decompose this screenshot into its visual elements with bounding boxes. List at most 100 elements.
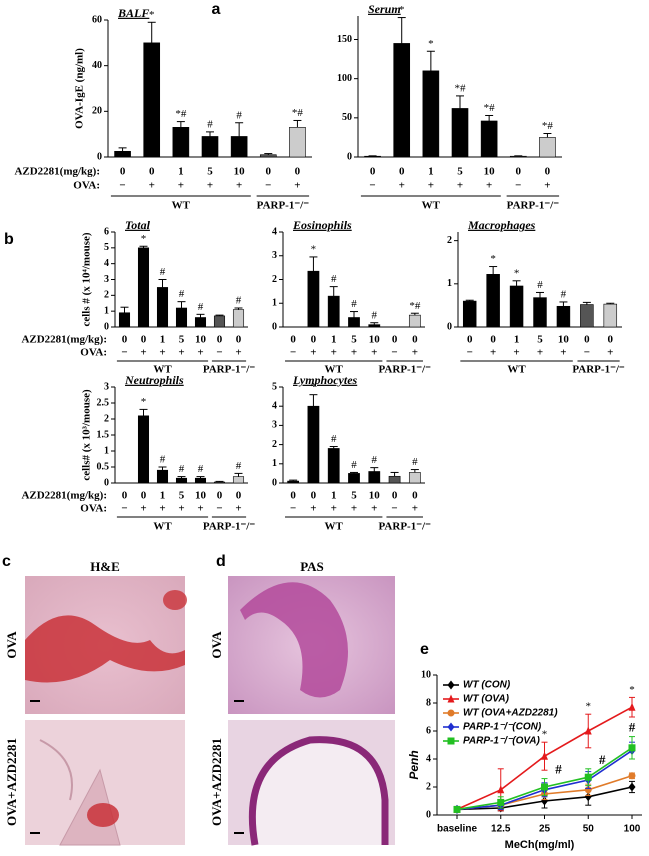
dose-label: 5 [351,490,357,502]
x-tick-label: 12.5 [491,824,511,835]
ova-label: + [412,347,418,359]
significance-label: # [351,298,357,310]
chart-title: Macrophages [467,218,536,232]
ova-label: − [391,347,397,359]
ova-label: − [391,503,397,515]
significance-label: * [141,396,147,408]
ova-label: + [428,180,434,192]
significance-label: # [331,433,337,445]
bar [156,469,169,484]
ova-label: − [515,180,521,192]
bar [287,480,300,484]
significance-label: * [311,243,317,255]
bar [408,472,421,484]
y-tick-label: 1 [104,445,109,456]
y-tick-label: 2 [104,290,109,301]
dose-label: 0 [584,334,590,346]
ova-label: + [207,180,213,192]
marker [584,773,592,781]
dose-label: 0 [490,334,496,346]
dose-label: 1 [428,166,434,178]
ova-label: − [467,347,473,359]
group-label: PARP-1⁻/⁻ [507,200,560,212]
significance-label: *# [175,108,187,120]
chart-title: Total [125,218,151,232]
group-label: PARP-1⁻/⁻ [572,364,625,376]
marker [447,737,455,745]
y-tick-label: 4 [426,753,431,764]
dose-label: 10 [484,166,496,178]
bar [307,270,320,328]
panel-label: d [216,553,226,570]
histology-row-label: OVA [4,631,19,659]
histology-row-label: OVA+AZD2281 [209,738,224,826]
dose-label: 0 [141,490,147,502]
chart-title: Serum [368,2,401,16]
dose-label: 0 [516,166,522,178]
y-tick-label: 5 [272,381,277,392]
ova-label: − [121,503,127,515]
ova-label: − [584,347,590,359]
marker [497,798,505,806]
dose-label: 0 [412,334,418,346]
bar [114,150,131,158]
dose-label: 10 [558,334,570,346]
dose-label: 0 [467,334,473,346]
ova-label: + [371,347,377,359]
histology-column-label: PAS [300,559,324,574]
bar [232,309,245,328]
y-tick-label: 3 [272,420,277,431]
bar [327,295,340,328]
bar [539,137,556,158]
significance-label: # [160,454,166,466]
significance-label: # [555,762,562,777]
ova-label: − [290,347,296,359]
dose-label: 10 [195,334,207,346]
dose-label: 1 [178,166,184,178]
y-tick-label: 6 [426,725,431,736]
y-tick-label: 2 [104,413,109,424]
dose-label: 0 [399,166,405,178]
significance-label: # [198,463,204,475]
bar [156,287,169,328]
significance-label: # [599,752,606,767]
marker [497,785,505,794]
significance-label: # [629,720,636,735]
group-label: WT [325,521,344,533]
marker [628,772,636,780]
bar [137,415,150,484]
ova-label: + [331,347,337,359]
dose-label: 10 [234,166,246,178]
bar [137,247,150,328]
ova-label: + [197,347,203,359]
y-tick-label: 3 [104,381,109,392]
bar [213,315,226,328]
row-label: AZD2281(mg/kg): [14,166,100,178]
significance-label: * [428,38,434,50]
significance-label: # [179,288,185,300]
group-label: PARP-1⁻/⁻ [379,521,432,533]
bar [368,471,381,484]
y-tick-label: 1 [104,305,109,316]
dose-label: 0 [122,334,128,346]
y-tick-label: 4 [104,258,109,269]
dose-label: 0 [290,490,296,502]
ova-label: + [371,503,377,515]
histology-image [228,720,395,846]
significance-label: # [351,459,357,471]
ova-label: − [216,347,222,359]
bar [175,307,188,328]
panel-label: e [420,641,429,658]
dose-label: 0 [290,334,296,346]
x-tick-label: baseline [437,824,477,835]
bar [172,127,190,158]
dose-label: 0 [392,334,398,346]
ova-label: + [537,347,543,359]
y-tick-label: 0 [272,477,277,488]
bar [533,297,547,328]
y-axis-label: OVA-IgE (ng/ml) [74,48,86,129]
x-tick-label: 25 [539,824,551,835]
marker [447,709,455,717]
significance-label: # [412,456,418,468]
y-tick-label: 40 [92,60,102,71]
